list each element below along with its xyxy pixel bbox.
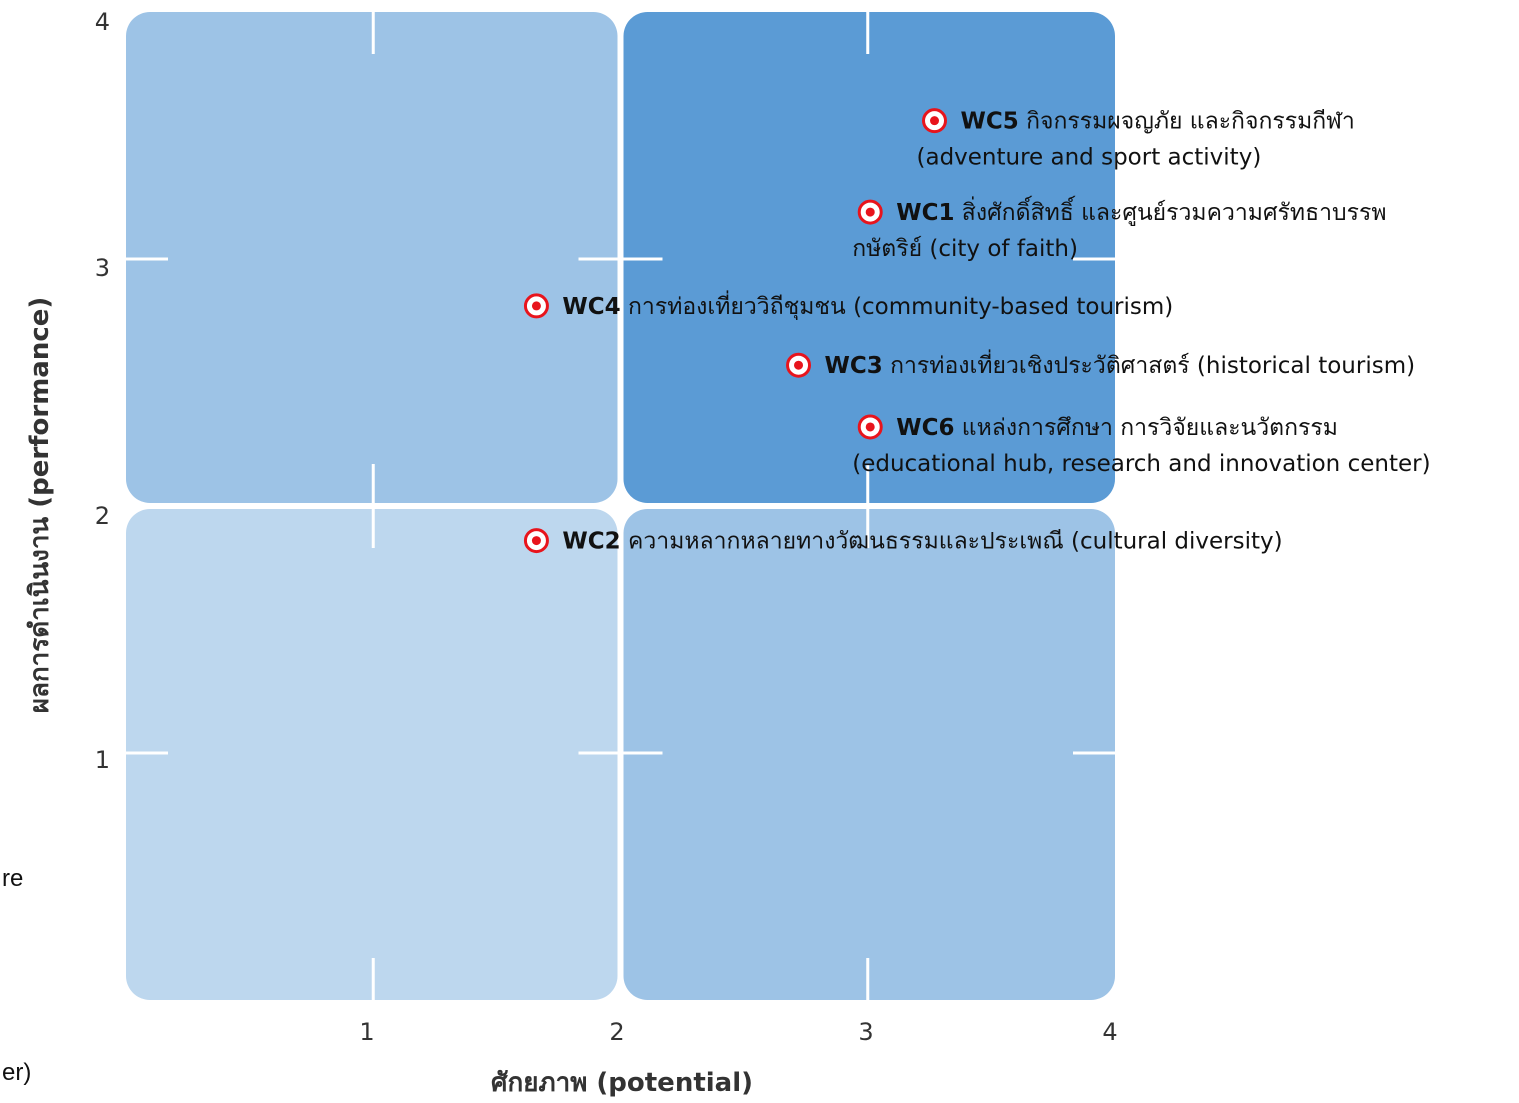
x-tick-label-3: 3 — [858, 1018, 873, 1046]
point-description-line: ความหลากหลายทางวัฒนธรรมและประเพณี (cultu… — [621, 529, 1283, 555]
y-tick-label-3: 3 — [95, 254, 110, 282]
y-tick-label-4: 4 — [95, 8, 110, 36]
point-marker-inner — [531, 301, 541, 311]
point-label-wc3: WC3 การท่องเที่ยวเชิงประวัติศาสตร์ (hist… — [825, 349, 1416, 379]
data-point-wc1: WC1 สิ่งศักดิ์สิทธิ์ และศูนย์รวมความศรัท… — [852, 195, 1386, 262]
point-description-line: (adventure and sport activity) — [917, 145, 1262, 171]
data-point-wc6: WC6 แหล่งการศึกษา การวิจัยและนวัตกรรม (ed… — [852, 414, 1431, 477]
data-point-wc3: WC3 การท่องเที่ยวเชิงประวัติศาสตร์ (hist… — [786, 349, 1416, 379]
point-description-line: กษัตริย์ (city of faith) — [852, 235, 1078, 262]
point-code: WC5 — [961, 109, 1019, 135]
quadrant-low-potential-low-performance — [126, 509, 618, 1000]
point-code: WC1 — [896, 200, 954, 226]
point-description-line: การท่องเที่ยววิถีชุมชน (community-based … — [621, 290, 1174, 320]
point-description-line: แหล่งการศึกษา การวิจัยและนวัตกรรม — [954, 415, 1337, 441]
data-point-wc5: WC5 กิจกรรมผจญภัย และกิจกรรมกีฬา (adventu… — [917, 108, 1355, 171]
data-point-wc4: WC4 การท่องเที่ยววิถีชุมชน (community-ba… — [523, 290, 1173, 320]
points-layer: WC5 กิจกรรมผจญภัย และกิจกรรมกีฬา (adventu… — [523, 108, 1431, 555]
point-marker-inner — [531, 536, 541, 546]
point-label-wc2: WC2 ความหลากหลายทางวัฒนธรรมและประเพณี (c… — [562, 529, 1282, 555]
point-marker-inner — [930, 116, 940, 126]
x-tick-label-2: 2 — [609, 1018, 624, 1046]
point-code: WC3 — [825, 353, 883, 379]
x-tick-label-4: 4 — [1102, 1018, 1117, 1046]
x-tick-label-1: 1 — [359, 1018, 374, 1046]
data-point-wc2: WC2 ความหลากหลายทางวัฒนธรรมและประเพณี (c… — [523, 528, 1283, 555]
quadrant-low-potential-high-performance — [126, 12, 618, 503]
point-marker-inner — [865, 207, 875, 217]
y-tick-label-1: 1 — [95, 746, 110, 774]
point-marker-inner — [794, 360, 804, 370]
cutoff-text-2: er) — [2, 1059, 31, 1086]
point-code: WC2 — [562, 529, 620, 555]
y-tick-label-2: 2 — [95, 502, 110, 530]
quadrant-high-potential-low-performance — [623, 509, 1115, 1000]
y-axis-title: ผลการดำเนินงาน (performance) — [25, 297, 55, 714]
quadrant-layer — [126, 12, 1115, 1000]
point-description-line: (educational hub, research and innovatio… — [852, 451, 1430, 477]
cross-tick-layer — [126, 12, 1115, 1000]
point-label-wc5: WC5 กิจกรรมผจญภัย และกิจกรรมกีฬา (adventu… — [917, 109, 1355, 171]
point-marker-inner — [865, 422, 875, 432]
point-label-wc6: WC6 แหล่งการศึกษา การวิจัยและนวัตกรรม (ed… — [852, 415, 1430, 477]
cutoff-text-1: re — [2, 865, 23, 892]
point-description-line: สิ่งศักดิ์สิทธิ์ และศูนย์รวมความศรัทธาบร… — [954, 195, 1386, 226]
point-code: WC4 — [562, 294, 620, 320]
point-description-line: กิจกรรมผจญภัย และกิจกรรมกีฬา — [1019, 109, 1355, 135]
point-label-wc1: WC1 สิ่งศักดิ์สิทธิ์ และศูนย์รวมความศรัท… — [852, 195, 1386, 262]
point-code: WC6 — [896, 415, 954, 441]
quadrant-high-potential-high-performance — [623, 12, 1115, 503]
x-axis-title: ศักยภาพ (potential) — [491, 1068, 753, 1098]
point-description-line: การท่องเที่ยวเชิงประวัติศาสตร์ (historic… — [883, 349, 1415, 379]
point-label-wc4: WC4 การท่องเที่ยววิถีชุมชน (community-ba… — [562, 290, 1173, 320]
